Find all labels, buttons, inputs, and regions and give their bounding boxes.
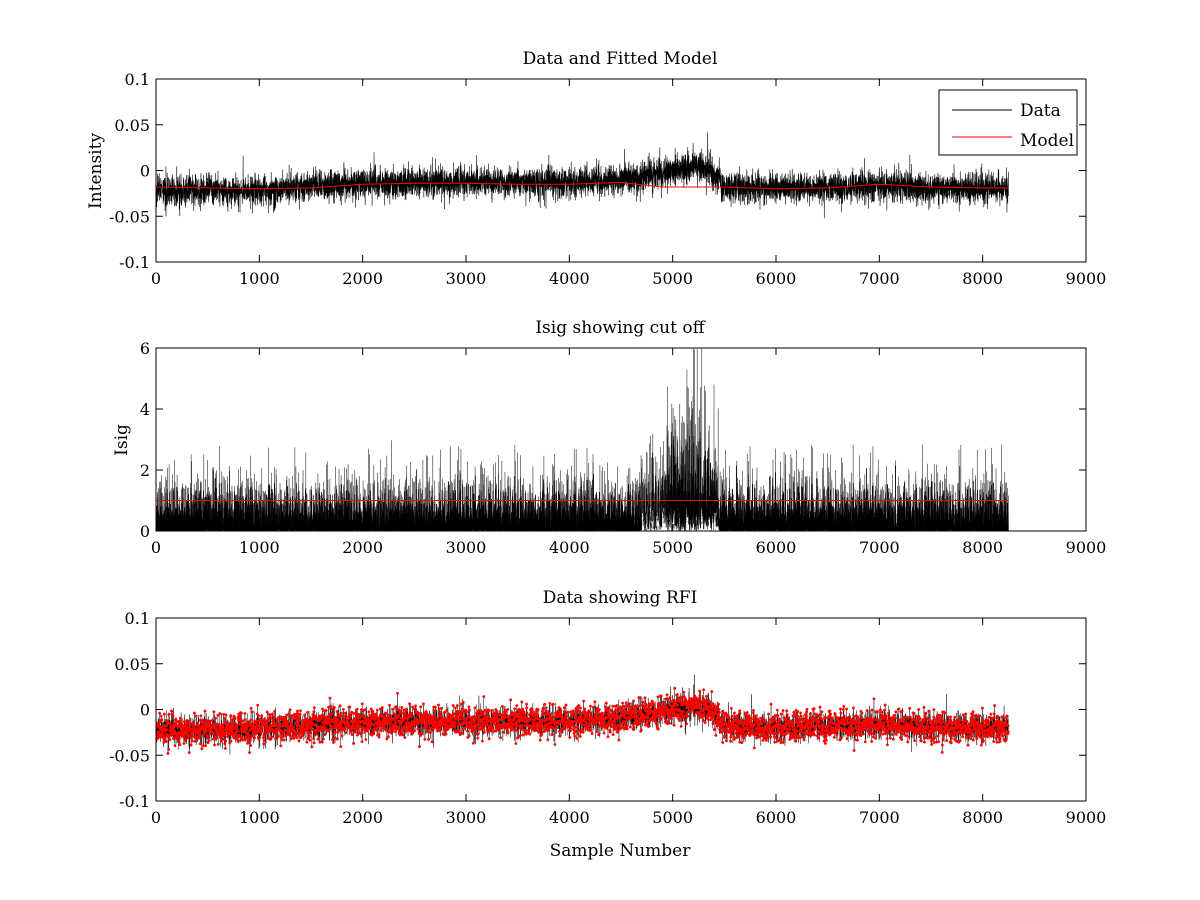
x-tick-label: 3000: [446, 808, 487, 827]
x-tick-label: 0: [151, 538, 161, 557]
x-tick-label: 2000: [342, 538, 383, 557]
y-tick-label: -0.05: [109, 746, 150, 765]
series-markers: [156, 686, 1010, 755]
y-tick-label: 0.05: [114, 655, 150, 674]
x-tick-label: 1000: [239, 269, 280, 288]
data-layer: [156, 132, 1009, 219]
chart-title: Data and Fitted Model: [523, 49, 718, 69]
data-layer: [156, 674, 1010, 755]
x-tick-label: 9000: [1066, 538, 1107, 557]
y-tick-label: 0.1: [125, 609, 150, 628]
y-axis-label: Intensity: [86, 133, 106, 209]
series-line-model: [156, 181, 1009, 190]
x-tick-label: 6000: [756, 538, 797, 557]
chart-title: Isig showing cut off: [535, 318, 706, 338]
y-tick-label: 0: [140, 522, 150, 541]
x-tick-label: 7000: [859, 269, 900, 288]
y-tick-label: -0.1: [119, 792, 150, 811]
x-tick-label: 2000: [342, 808, 383, 827]
y-tick-label: 0.1: [125, 70, 150, 89]
panel-isig-showing-cut-off: Isig showing cut off Isig 0 1000 2000 3000 4…: [112, 318, 1106, 557]
series-line-data: [156, 132, 1009, 219]
y-tick-label: 4: [140, 400, 150, 419]
x-tick-label: 4000: [549, 538, 590, 557]
x-tick-label: 7000: [859, 808, 900, 827]
y-tick-label: 0.05: [114, 116, 150, 135]
x-tick-label: 5000: [652, 269, 693, 288]
x-tick-label: 1000: [239, 538, 280, 557]
axes-frame: [155, 347, 1087, 532]
y-tick-label: -0.1: [119, 253, 150, 272]
legend: Data Model: [938, 89, 1078, 156]
x-tick-label: 0: [151, 269, 161, 288]
x-axis-label: Sample Number: [550, 841, 692, 861]
x-tick-label: 3000: [446, 269, 487, 288]
x-tick-label: 2000: [342, 269, 383, 288]
x-tick-label: 8000: [962, 538, 1003, 557]
legend-box: [938, 89, 1078, 156]
x-tick-label: 5000: [652, 538, 693, 557]
x-tick-label: 3000: [446, 538, 487, 557]
y-tick-label: 2: [140, 461, 150, 480]
y-axis-label: Isig: [112, 424, 132, 456]
x-tick-label: 4000: [549, 808, 590, 827]
y-tick-label: 0: [140, 701, 150, 720]
panel-data-showing-rfi: Data showing RFI Sample Number 0 1000 2000…: [109, 588, 1106, 861]
y-tick-label: -0.05: [109, 207, 150, 226]
x-tick-label: 9000: [1066, 808, 1107, 827]
x-tick-label: 0: [151, 808, 161, 827]
panel-data-and-fitted-model: Data and Fitted Model Intensity 0 1000 200…: [86, 49, 1106, 288]
x-tick-label: 6000: [756, 808, 797, 827]
data-layer: [156, 348, 1009, 531]
x-tick-label: 8000: [962, 808, 1003, 827]
x-tick-label: 5000: [652, 808, 693, 827]
plot-area: 0 1000 2000 3000 4000 5000 6000 7000 8000 9000 -0.…: [109, 70, 1106, 288]
plot-area: 0 1000 2000 3000 4000 5000 6000 7000 8000 9000 0 2 4…: [140, 339, 1107, 557]
chart-title: Data showing RFI: [543, 588, 698, 608]
x-tick-label: 7000: [859, 538, 900, 557]
x-tick-label: 9000: [1066, 269, 1107, 288]
plot-area: 0 1000 2000 3000 4000 5000 6000 7000 8000 9000 -0.…: [109, 609, 1106, 827]
x-tick-label: 6000: [756, 269, 797, 288]
x-tick-label: 4000: [549, 269, 590, 288]
x-tick-label: 1000: [239, 808, 280, 827]
legend-label-data: Data: [1020, 101, 1061, 121]
y-tick-label: 0: [140, 162, 150, 181]
series-isig: [156, 348, 1009, 531]
x-tick-label: 8000: [962, 269, 1003, 288]
legend-label-model: Model: [1020, 131, 1074, 151]
y-tick-label: 6: [140, 339, 150, 358]
